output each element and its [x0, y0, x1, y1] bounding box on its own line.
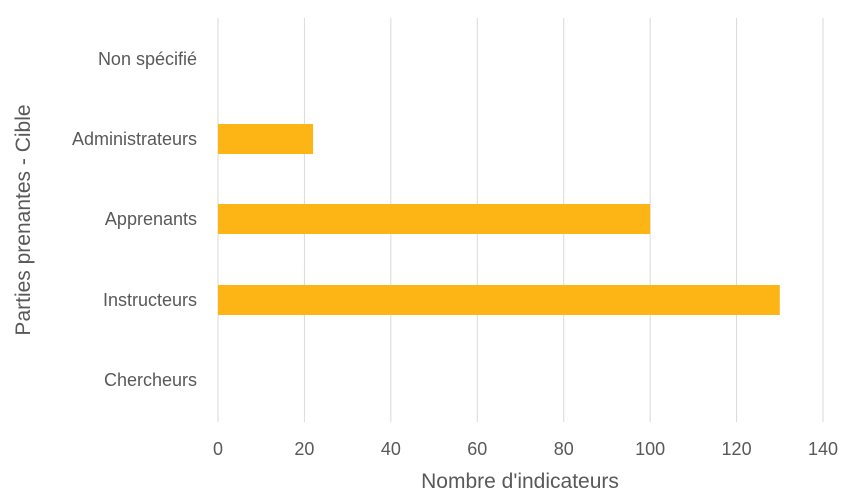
category-label: Non spécifié	[98, 49, 197, 69]
x-tick-label: 40	[381, 439, 401, 459]
x-tick-label: 80	[554, 439, 574, 459]
x-axis-title: Nombre d'indicateurs	[421, 470, 619, 492]
bar-1	[218, 124, 314, 154]
category-label: Administrateurs	[72, 129, 197, 149]
bars	[218, 124, 780, 315]
category-label: Instructeurs	[103, 290, 197, 310]
bar-2	[218, 204, 651, 234]
x-tick-label: 20	[294, 439, 314, 459]
x-tick-label: 140	[808, 439, 838, 459]
x-tick-labels: 0 20 40 60 80 100 120 140	[213, 439, 838, 459]
y-axis-title: Parties prenantes - Cible	[12, 104, 35, 335]
x-tick-label: 100	[635, 439, 665, 459]
x-tick-label: 120	[722, 439, 752, 459]
x-tick-label: 60	[467, 439, 487, 459]
category-label: Apprenants	[105, 209, 197, 229]
x-tick-label: 0	[213, 439, 223, 459]
bar-3	[218, 285, 780, 315]
category-labels: Non spécifié Administrateurs Apprenants Ins…	[72, 49, 197, 390]
category-label: Chercheurs	[104, 370, 197, 390]
